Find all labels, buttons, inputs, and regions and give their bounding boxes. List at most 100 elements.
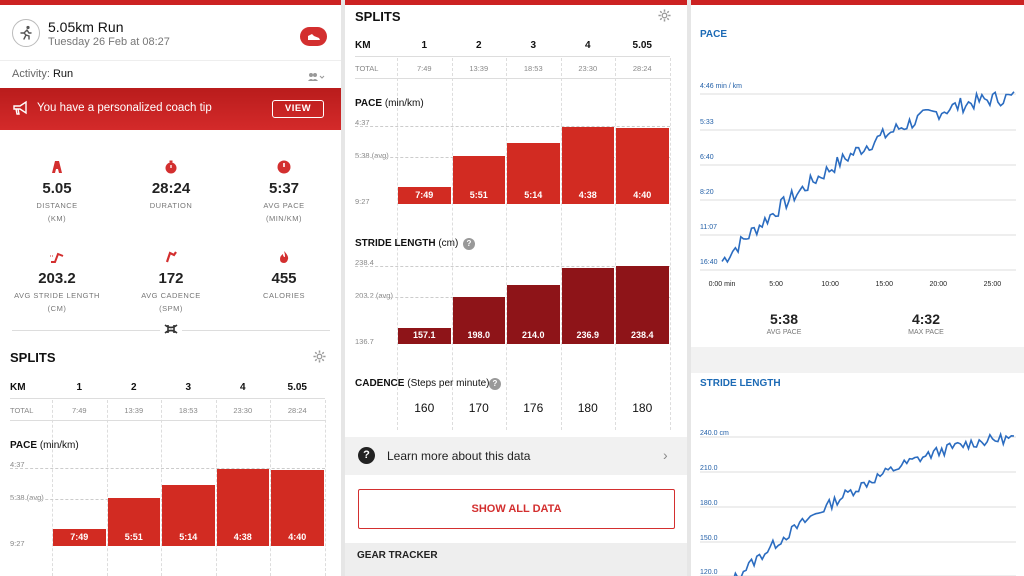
pace-bar: 5:51 xyxy=(452,156,505,204)
stat-unit: (CM) xyxy=(47,304,67,313)
stride-axis-bottom: 136.7 xyxy=(355,337,374,346)
show-all-data-button[interactable]: SHOW ALL DATA xyxy=(358,489,675,529)
help-icon[interactable]: ? xyxy=(489,378,501,390)
total-cell: 23:30 xyxy=(578,64,598,73)
settings-gear-icon[interactable] xyxy=(313,350,326,363)
stat-calories: 455 CALORIES xyxy=(234,250,334,304)
pace-title-text: PACE xyxy=(10,440,40,451)
graph-line xyxy=(733,431,1015,576)
pace-axis-avg: 5:38 (avg) xyxy=(355,150,389,160)
top-accent-bar xyxy=(691,0,1024,5)
stat-unit: (KM) xyxy=(47,214,67,223)
pace-graph xyxy=(700,90,1016,271)
km-cell: 2 xyxy=(130,382,137,393)
stat-value: 172 xyxy=(158,270,184,287)
total-cell: 18:53 xyxy=(178,406,198,415)
pace-axis-bottom: 9:27 xyxy=(10,539,25,548)
stride-title-text: STRIDE LENGTH xyxy=(355,238,439,249)
max-pace-label: MAX PACE xyxy=(908,329,944,336)
graph-y-label: 11:07 xyxy=(700,224,717,231)
stat-duration: 28:24 DURATION xyxy=(121,160,221,214)
stat-value: 5.05 xyxy=(42,180,72,197)
max-pace-value: 4:32 xyxy=(911,311,941,327)
stat-label: DURATION xyxy=(149,201,193,210)
stat-value: 455 xyxy=(271,270,297,287)
flame-icon xyxy=(234,250,334,266)
pace-bar: 7:49 xyxy=(53,529,106,546)
km-header: KM xyxy=(10,382,26,393)
runner-icon xyxy=(12,19,40,47)
graph-x-label: 20:00 xyxy=(929,281,948,288)
coach-tip-text: You have a personalized coach tip xyxy=(37,102,212,114)
view-button[interactable]: VIEW xyxy=(272,100,324,118)
km-cell: 3 xyxy=(530,40,537,51)
total-cell: 7:49 xyxy=(71,406,87,415)
workout-header: 5.05km Run Tuesday 26 Feb at 08:27 xyxy=(0,5,341,60)
column-gridline xyxy=(451,58,453,430)
distance-icon xyxy=(7,160,107,176)
stat-stride-length: 203.2 AVG STRIDE LENGTH (CM) xyxy=(7,250,107,314)
cadence-value: 170 xyxy=(468,401,489,415)
activity-row[interactable]: Activity: Run xyxy=(0,60,341,87)
stat-label: AVG CADENCE xyxy=(141,291,201,300)
graph-y-label: 6:40 xyxy=(700,154,714,161)
workout-date: Tuesday 26 Feb at 08:27 xyxy=(48,36,170,48)
graph-x-label: 5:00 xyxy=(769,281,783,288)
splits-title: SPLITS xyxy=(355,9,401,24)
learn-more-row[interactable]: ? Learn more about this data › xyxy=(345,437,687,475)
graph-y-label: 4:46 min / km xyxy=(700,83,743,90)
stride-bar: 214.0 xyxy=(507,285,560,344)
pace-bar: 4:40 xyxy=(271,470,324,546)
pace-bar: 5:51 xyxy=(107,498,160,546)
graph-y-label: 150.0 xyxy=(700,535,718,542)
pace-bar: 4:40 xyxy=(616,128,669,204)
avg-pace-value: 5:38 xyxy=(769,311,799,327)
graph-y-label: 240.0 cm xyxy=(700,430,729,437)
graph-y-label: 210.0 xyxy=(700,465,718,472)
activity-label: Activity: Run xyxy=(12,68,74,80)
shoe-button[interactable] xyxy=(300,27,327,46)
total-cell: 28:24 xyxy=(632,64,652,73)
stride-title: STRIDE LENGTH (cm) xyxy=(355,238,458,249)
pace-bar: 4:38 xyxy=(561,127,614,204)
grid-line xyxy=(355,266,670,267)
pace-unit: (min/km) xyxy=(39,440,79,451)
avg-pace-label: AVG PACE xyxy=(766,329,802,336)
column-gridline xyxy=(669,58,671,430)
stride-graph-title: STRIDE LENGTH xyxy=(700,378,781,389)
cadence-value: 160 xyxy=(414,401,435,415)
coach-tip-banner[interactable]: You have a personalized coach tip VIEW xyxy=(0,88,341,130)
total-cell: 28:24 xyxy=(287,406,307,415)
stride-bar: 157.1 xyxy=(398,328,451,344)
graph-x-label: 10:00 xyxy=(821,281,839,288)
question-icon: ? xyxy=(358,447,375,464)
stat-label: DISTANCE xyxy=(36,201,78,210)
cadence-value: 176 xyxy=(523,401,544,415)
km-cell: 1 xyxy=(76,382,83,393)
pace-axis-top: 4:37 xyxy=(10,460,25,469)
stride-bar: 198.0 xyxy=(452,297,505,344)
stride-axis-avg: 203.2 (avg) xyxy=(355,290,393,300)
stat-avg-pace: 5:37 AVG PACE (MIN/KM) xyxy=(234,160,334,224)
top-accent-bar xyxy=(0,0,341,5)
gear-tracker-section[interactable]: GEAR TRACKER xyxy=(345,543,687,576)
stat-value: 5:37 xyxy=(268,180,300,197)
settings-gear-icon[interactable] xyxy=(658,9,671,22)
grid-line xyxy=(355,126,670,127)
pace-title-text: PACE xyxy=(355,98,385,109)
people-icon[interactable] xyxy=(307,69,325,87)
row-divider xyxy=(10,398,325,399)
stopwatch-icon xyxy=(121,160,221,176)
total-cell: 7:49 xyxy=(416,64,432,73)
stat-value: 203.2 xyxy=(38,270,76,287)
workout-title: 5.05km Run xyxy=(48,19,124,35)
pace-axis-bottom: 9:27 xyxy=(355,197,370,206)
pace-bar: 5:14 xyxy=(507,143,560,204)
graphs-panel: PACE 4:46 min / km 5:33 6:40 8:20 11:07 16:40… xyxy=(691,0,1024,576)
top-accent-bar xyxy=(345,0,687,5)
stride-bar: 236.9 xyxy=(561,268,614,344)
cadence-title-text: CADENCE xyxy=(355,378,408,389)
graph-y-label: 180.0 xyxy=(700,500,718,507)
help-icon[interactable]: ? xyxy=(463,238,475,250)
learn-more-text: Learn more about this data xyxy=(387,449,531,463)
